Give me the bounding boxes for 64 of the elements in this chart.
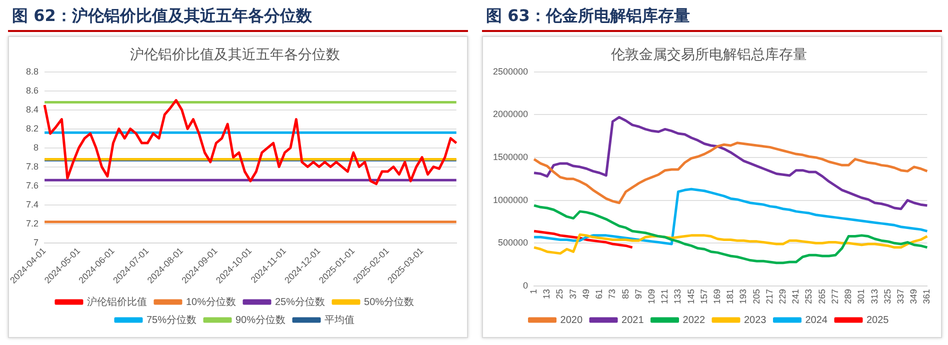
y-tick-label: 8.2 [26, 123, 39, 134]
x-tick-label: 349 [908, 288, 919, 304]
chart-subtitle: 伦敦金属交易所电解铝总库存量 [611, 47, 807, 64]
y-tick-label: 7.8 [26, 161, 39, 172]
legend-label: 平均值 [324, 314, 355, 326]
y-tick-label: 8.6 [26, 85, 39, 96]
y-tick-label: 7.2 [26, 218, 39, 228]
x-tick-label: 97 [633, 288, 644, 299]
y-tick-label: 8 [34, 142, 39, 152]
x-tick-label: 85 [620, 288, 630, 299]
legend-label: 2025 [866, 314, 890, 326]
x-tick-label: 193 [738, 288, 748, 304]
legend-label: 50%分位数 [364, 296, 414, 308]
x-tick-label: 217 [764, 288, 774, 304]
x-tick-label: 229 [778, 288, 788, 304]
y-tick-label: 2500000 [492, 66, 528, 76]
x-tick-label: 73 [607, 288, 618, 299]
x-tick-label: 289 [843, 288, 854, 304]
legend-label: 2020 [560, 314, 583, 326]
y-tick-label: 7.6 [26, 180, 39, 190]
x-tick-label: 325 [882, 288, 892, 304]
x-tick-label: 241 [790, 288, 801, 304]
x-tick-label: 1 [528, 288, 539, 294]
chart-subtitle: 沪伦铝价比值及其近五年各分位数 [130, 47, 340, 64]
x-tick-label: 361 [922, 288, 932, 304]
x-tick-label: 145 [686, 288, 696, 304]
y-tick-label: 1500000 [492, 152, 528, 162]
legend-label: 75%分位数 [146, 314, 196, 326]
x-tick-label: 61 [594, 288, 604, 299]
y-tick-label: 1000000 [492, 194, 528, 205]
x-tick-label: 265 [816, 288, 827, 304]
x-tick-label: 121 [660, 288, 670, 304]
legend-label: 10%分位数 [186, 296, 236, 308]
x-tick-label: 301 [856, 288, 866, 304]
chart-title: 图 62：沪伦铝价比值及其近五年各分位数 [8, 4, 468, 32]
x-tick-label: 109 [646, 288, 656, 304]
x-tick-label: 25 [554, 288, 565, 299]
x-tick-label: 49 [580, 288, 591, 299]
x-tick-label: 157 [698, 288, 709, 304]
chart-title: 图 63：伦金所电解铝库存量 [482, 4, 942, 32]
x-tick-label: 337 [895, 288, 906, 304]
legend-label: 2023 [744, 314, 767, 326]
x-tick-label: 253 [804, 288, 814, 304]
x-tick-label: 181 [725, 288, 736, 304]
x-tick-label: 37 [568, 288, 578, 299]
y-tick-label: 500000 [498, 238, 528, 248]
legend-label: 沪伦铝价比值 [86, 296, 147, 308]
legend-label: 2021 [622, 314, 644, 326]
legend-label: 2024 [805, 314, 828, 326]
x-tick-label: 13 [542, 288, 552, 299]
y-tick-label: 8.4 [26, 104, 39, 114]
legend-label: 90%分位数 [236, 314, 286, 326]
legend-label: 25%分位数 [274, 296, 326, 308]
legend-label: 2022 [682, 314, 706, 326]
y-tick-label: 2000000 [492, 109, 528, 120]
y-tick-label: 8.8 [26, 66, 39, 76]
x-tick-label: 169 [712, 288, 722, 304]
x-tick-label: 133 [672, 288, 683, 304]
x-tick-label: 205 [751, 288, 762, 304]
y-tick-label: 7 [34, 237, 39, 248]
y-tick-label: 0 [523, 280, 528, 290]
x-tick-label: 313 [869, 288, 880, 304]
x-tick-label: 277 [830, 288, 840, 304]
y-tick-label: 7.4 [26, 199, 39, 210]
